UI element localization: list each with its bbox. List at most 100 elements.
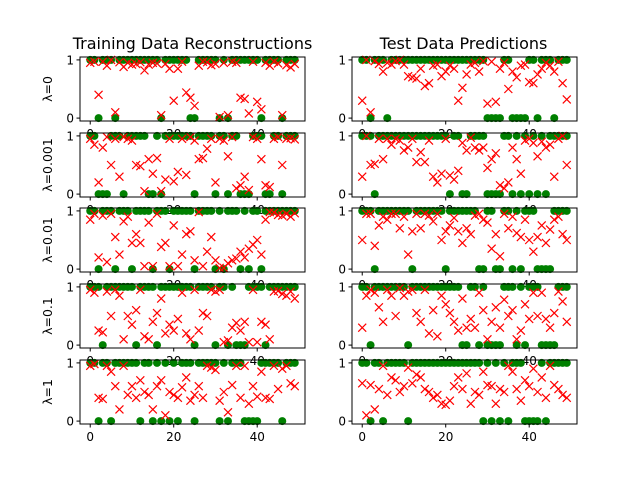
prediction-point — [508, 143, 517, 152]
target-point — [253, 417, 262, 426]
axes-frame — [351, 283, 578, 349]
target-point — [404, 417, 413, 426]
prediction-point — [169, 390, 179, 400]
prediction-point — [441, 134, 451, 144]
prediction-point — [160, 410, 170, 420]
target-point — [479, 55, 488, 64]
target-point — [136, 417, 145, 426]
prediction-point — [206, 232, 216, 242]
prediction-point — [528, 138, 538, 148]
prediction-point — [366, 380, 376, 390]
axes-frame — [351, 132, 578, 198]
prediction-point — [545, 323, 555, 333]
prediction-point — [273, 286, 283, 296]
target-point — [127, 265, 136, 274]
prediction-point — [115, 172, 124, 182]
y-tick-label: 1 — [66, 204, 74, 218]
prediction-point — [533, 70, 542, 79]
target-point — [508, 190, 517, 199]
target-point — [408, 265, 417, 274]
prediction-point — [370, 405, 380, 414]
prediction-point — [524, 381, 534, 391]
prediction-point — [236, 393, 245, 403]
prediction-point — [487, 244, 497, 254]
prediction-point — [495, 64, 505, 74]
prediction-point — [198, 308, 208, 318]
prediction-point — [474, 67, 484, 76]
x-tick-label: 40 — [522, 430, 537, 444]
prediction-point — [374, 221, 384, 230]
target-point — [190, 265, 199, 274]
target-point — [219, 55, 228, 64]
target-point — [462, 341, 471, 350]
x-tick-label: 40 — [522, 354, 537, 368]
prediction-point — [273, 58, 283, 68]
target-point — [512, 131, 521, 140]
prediction-point — [424, 78, 434, 88]
prediction-point — [558, 78, 568, 88]
prediction-point — [537, 373, 547, 382]
prediction-point — [261, 58, 270, 68]
target-point — [512, 206, 521, 215]
prediction-point — [520, 375, 530, 385]
target-point — [504, 55, 513, 64]
prediction-point — [211, 365, 220, 375]
prediction-point — [395, 387, 405, 397]
prediction-point — [483, 163, 492, 173]
prediction-point — [98, 327, 108, 337]
target-point — [366, 206, 375, 215]
prediction-point — [424, 211, 434, 220]
target-point — [119, 190, 128, 199]
prediction-point — [412, 74, 421, 83]
y-tick-label: 0 — [66, 112, 74, 126]
target-point — [370, 265, 379, 274]
x-tick-label: 0 — [358, 430, 366, 444]
target-point — [111, 265, 120, 274]
prediction-point — [416, 373, 426, 382]
prediction-point — [470, 58, 480, 68]
prediction-point — [395, 223, 405, 233]
prediction-point — [281, 60, 291, 70]
target-point — [516, 282, 525, 291]
prediction-point — [503, 223, 513, 233]
prediction-point — [265, 334, 275, 344]
prediction-point — [499, 295, 509, 305]
target-point — [366, 417, 375, 426]
target-point — [127, 282, 136, 291]
prediction-point — [437, 169, 446, 179]
target-point — [94, 417, 103, 426]
prediction-point — [533, 151, 542, 161]
prediction-point — [533, 232, 542, 242]
y-tick-label: 0 — [66, 339, 74, 353]
prediction-point — [256, 367, 266, 377]
target-point — [541, 190, 550, 199]
prediction-point — [102, 132, 112, 142]
prediction-point — [240, 253, 250, 262]
prediction-point — [273, 384, 283, 394]
prediction-point — [169, 176, 179, 186]
prediction-point — [474, 146, 484, 155]
prediction-point — [361, 291, 371, 301]
prediction-point — [441, 299, 451, 309]
prediction-point — [123, 390, 133, 400]
prediction-point — [453, 166, 463, 176]
prediction-point — [198, 393, 208, 403]
prediction-point — [219, 58, 229, 68]
prediction-point — [248, 57, 258, 67]
prediction-point — [181, 170, 191, 180]
y-tick-label: 0 — [338, 263, 346, 277]
prediction-point — [173, 393, 183, 403]
y-tick-label: 0 — [338, 112, 346, 126]
prediction-point — [98, 211, 108, 220]
prediction-point — [416, 64, 426, 74]
prediction-point — [273, 132, 283, 142]
column-titles: Training Data Reconstructions Test Data … — [72, 34, 548, 53]
prediction-point — [487, 381, 497, 391]
target-point — [521, 114, 530, 123]
prediction-point — [537, 64, 547, 74]
prediction-point — [399, 381, 409, 391]
target-point — [379, 417, 388, 426]
target-point — [153, 131, 162, 140]
prediction-point — [211, 178, 220, 187]
prediction-point — [553, 134, 563, 144]
